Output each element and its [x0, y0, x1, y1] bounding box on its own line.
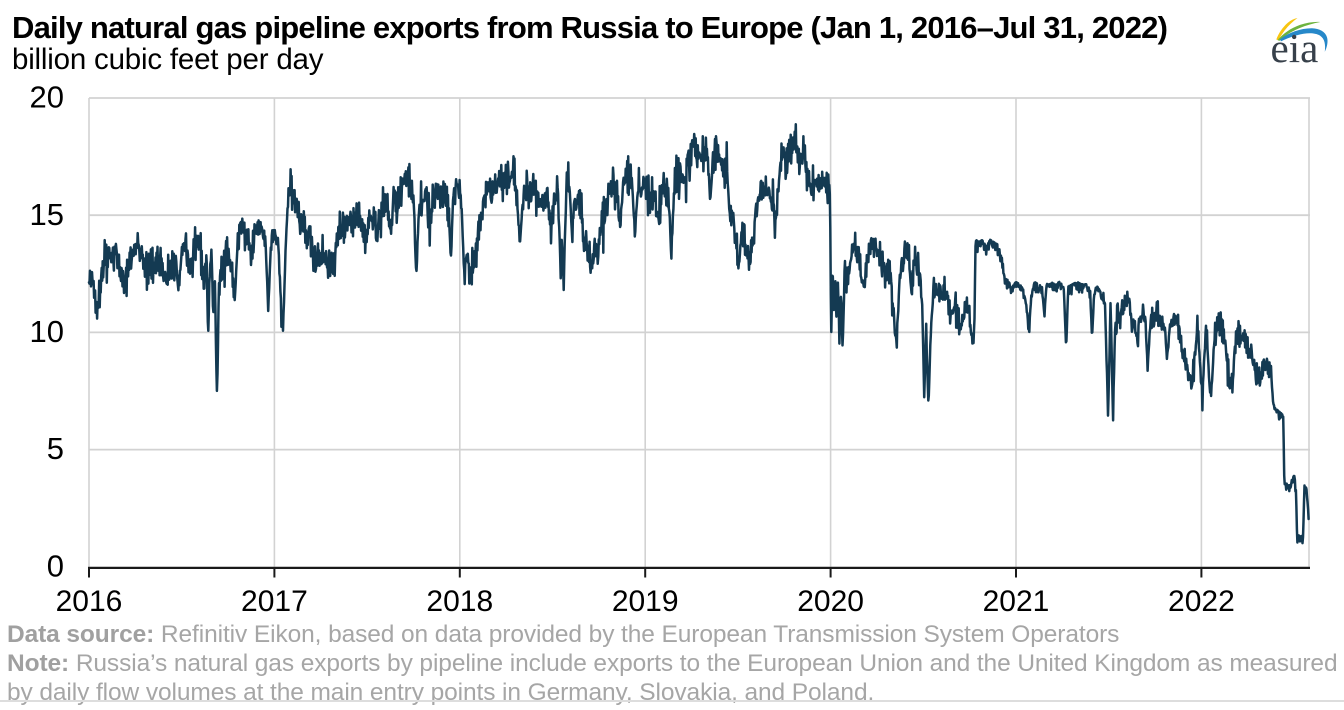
svg-text:0: 0: [47, 548, 64, 583]
svg-text:15: 15: [30, 197, 64, 232]
svg-text:2018: 2018: [426, 585, 493, 618]
svg-text:2022: 2022: [1168, 585, 1235, 618]
svg-text:eia: eia: [1271, 25, 1319, 70]
svg-text:2020: 2020: [797, 585, 864, 618]
svg-text:20: 20: [30, 80, 64, 115]
svg-text:2016: 2016: [56, 585, 123, 618]
svg-text:10: 10: [30, 314, 64, 349]
svg-text:5: 5: [47, 431, 64, 466]
svg-text:2021: 2021: [983, 585, 1050, 618]
svg-text:2017: 2017: [241, 585, 308, 618]
svg-text:2019: 2019: [612, 585, 679, 618]
